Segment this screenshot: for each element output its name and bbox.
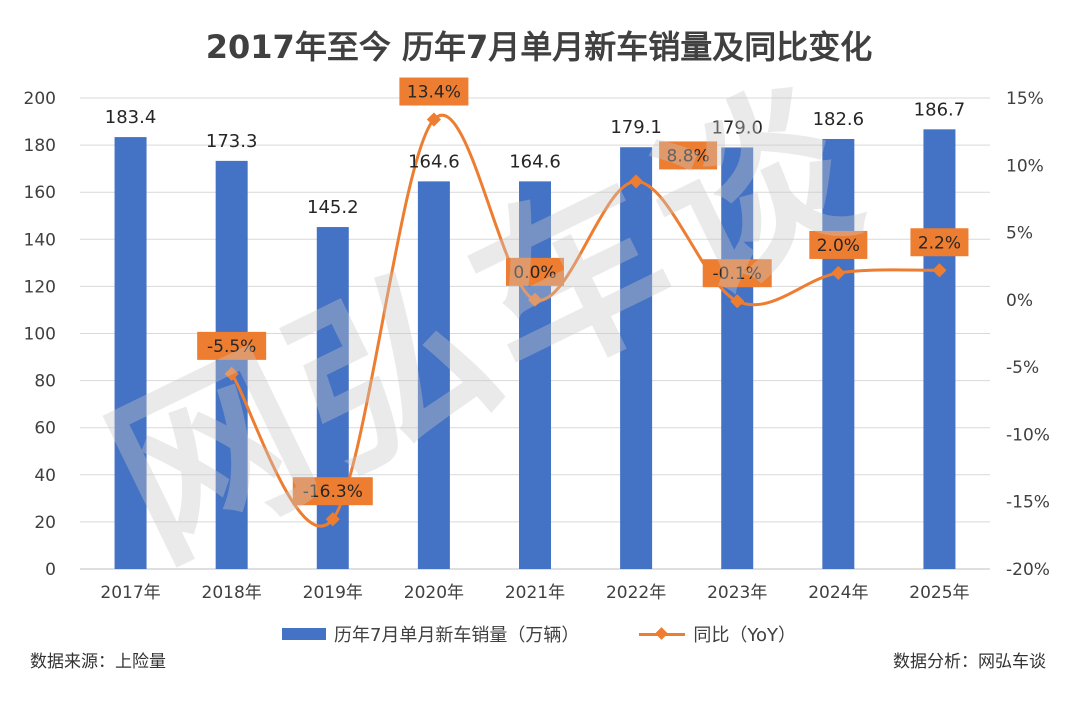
legend-label-sales: 历年7月单月新车销量（万辆） [333, 625, 580, 646]
yoy-label-text: 8.8% [667, 146, 710, 166]
bar-data-labels: 183.4 173.3 145.2 164.6 164.6 179.1 179.0 182.6… [105, 99, 965, 218]
line-data-labels: -5.5% -16.3% 13.4% 0.0% 8.8% -0.1% 2.0% 2.2% [197, 77, 969, 506]
yoy-point [629, 174, 644, 189]
bar [822, 138, 855, 570]
yoy-data-label: 2.0% [809, 230, 868, 259]
y-left-tick-label: 40 [34, 466, 56, 486]
bar [721, 147, 754, 569]
legend-line-swatch [639, 627, 686, 641]
y-right-tick-label: 0% [1006, 291, 1033, 311]
bar [519, 181, 551, 569]
y-axis-right: -20% -15% -10% -5% 0% 5% 10% 15% [1006, 89, 1050, 580]
legend-item-yoy: 同比（YoY） [639, 621, 796, 647]
x-tick-label: 2017年 [100, 583, 160, 603]
yoy-label-box [809, 230, 868, 259]
bar [923, 129, 956, 569]
bar-data-label: 183.4 [105, 107, 157, 128]
yoy-data-label: 8.8% [659, 141, 718, 170]
y-axis-left: 0 20 40 60 80 100 120 140 160 180 200 [24, 89, 56, 580]
yoy-data-label: -0.1% [702, 259, 772, 288]
bar-data-label: 182.6 [813, 109, 865, 130]
yoy-label-box [399, 77, 469, 106]
y-right-tick-label: 10% [1006, 156, 1044, 176]
yoy-data-label: -5.5% [197, 331, 267, 360]
yoy-point [426, 112, 441, 127]
y-right-tick-label: 5% [1006, 224, 1033, 244]
y-left-tick-label: 180 [24, 136, 56, 156]
yoy-label-box [506, 257, 564, 286]
x-axis: 2017年 2018年 2019年 2020年 2021年 2022年 2023年 2024年… [100, 583, 969, 603]
x-tick-label: 2025年 [909, 583, 969, 603]
y-left-tick-label: 160 [24, 183, 56, 203]
bar [316, 227, 349, 569]
y-left-tick-label: 200 [24, 89, 56, 109]
y-right-tick-label: -20% [1006, 560, 1050, 580]
x-tick-label: 2019年 [303, 583, 363, 603]
yoy-label-text: 2.2% [918, 233, 961, 253]
y-right-tick-label: -5% [1006, 358, 1039, 378]
bar [114, 137, 147, 569]
bar-series [114, 129, 956, 570]
yoy-label-box [659, 141, 718, 170]
yoy-data-label: -16.3% [292, 477, 373, 506]
bar [620, 147, 653, 570]
y-left-tick-label: 140 [24, 230, 56, 250]
data-analysis-note: 数据分析：网弘车谈 [893, 652, 1046, 672]
yoy-label-text: 13.4% [407, 83, 461, 103]
legend-label-yoy: 同比（YoY） [693, 625, 797, 646]
y-left-tick-label: 120 [24, 277, 56, 297]
yoy-data-label: 2.2% [910, 228, 969, 257]
yoy-label-text: 0.0% [513, 263, 556, 283]
x-tick-label: 2023年 [707, 583, 767, 603]
bar-data-label: 179.0 [711, 117, 763, 138]
y-left-tick-label: 60 [34, 419, 56, 439]
bar-data-label: 145.2 [307, 197, 359, 218]
y-left-tick-label: 80 [34, 372, 56, 392]
bar-data-label: 186.7 [914, 99, 966, 120]
bar-data-label: 179.1 [610, 117, 662, 138]
yoy-point [325, 512, 340, 527]
yoy-data-label: 0.0% [506, 257, 564, 286]
yoy-label-text: -5.5% [207, 337, 256, 357]
yoy-label-text: -16.3% [303, 482, 363, 502]
x-tick-label: 2021年 [505, 583, 565, 603]
y-right-tick-label: -15% [1006, 493, 1050, 513]
bar [215, 160, 248, 570]
chart-title: 2017年至今 历年7月单月新车销量及同比变化 [205, 28, 873, 66]
x-tick-label: 2018年 [202, 583, 262, 603]
line-series [224, 112, 947, 528]
yoy-point [831, 265, 846, 281]
yoy-label-text: -0.1% [713, 264, 762, 284]
bar [417, 181, 450, 569]
yoy-label-box [910, 228, 969, 257]
yoy-point [932, 263, 947, 278]
y-right-tick-label: -10% [1006, 425, 1050, 445]
legend: 历年7月单月新车销量（万辆） 同比（YoY） [0, 621, 1078, 647]
y-left-tick-label: 20 [34, 513, 56, 533]
yoy-label-box [197, 331, 267, 360]
yoy-label-box [292, 477, 373, 506]
yoy-label-text: 2.0% [817, 236, 860, 256]
y-left-tick-label: 0 [45, 560, 56, 580]
data-source-note: 数据来源：上险量 [30, 652, 166, 672]
yoy-label-box [702, 259, 772, 288]
legend-bar-swatch [281, 628, 326, 640]
yoy-point [730, 294, 745, 309]
x-tick-label: 2022年 [606, 583, 666, 603]
yoy-point [224, 366, 239, 381]
bar-data-label: 164.6 [408, 151, 460, 172]
legend-item-sales: 历年7月单月新车销量（万辆） [281, 621, 580, 647]
y-left-tick-label: 100 [24, 325, 56, 345]
yoy-point [527, 292, 543, 307]
bar-data-label: 173.3 [206, 131, 258, 152]
bar-data-label: 164.6 [509, 151, 561, 172]
x-tick-label: 2024年 [808, 583, 868, 603]
y-right-tick-label: 15% [1006, 89, 1044, 109]
x-tick-label: 2020年 [404, 583, 464, 603]
yoy-data-label: 13.4% [399, 77, 469, 106]
